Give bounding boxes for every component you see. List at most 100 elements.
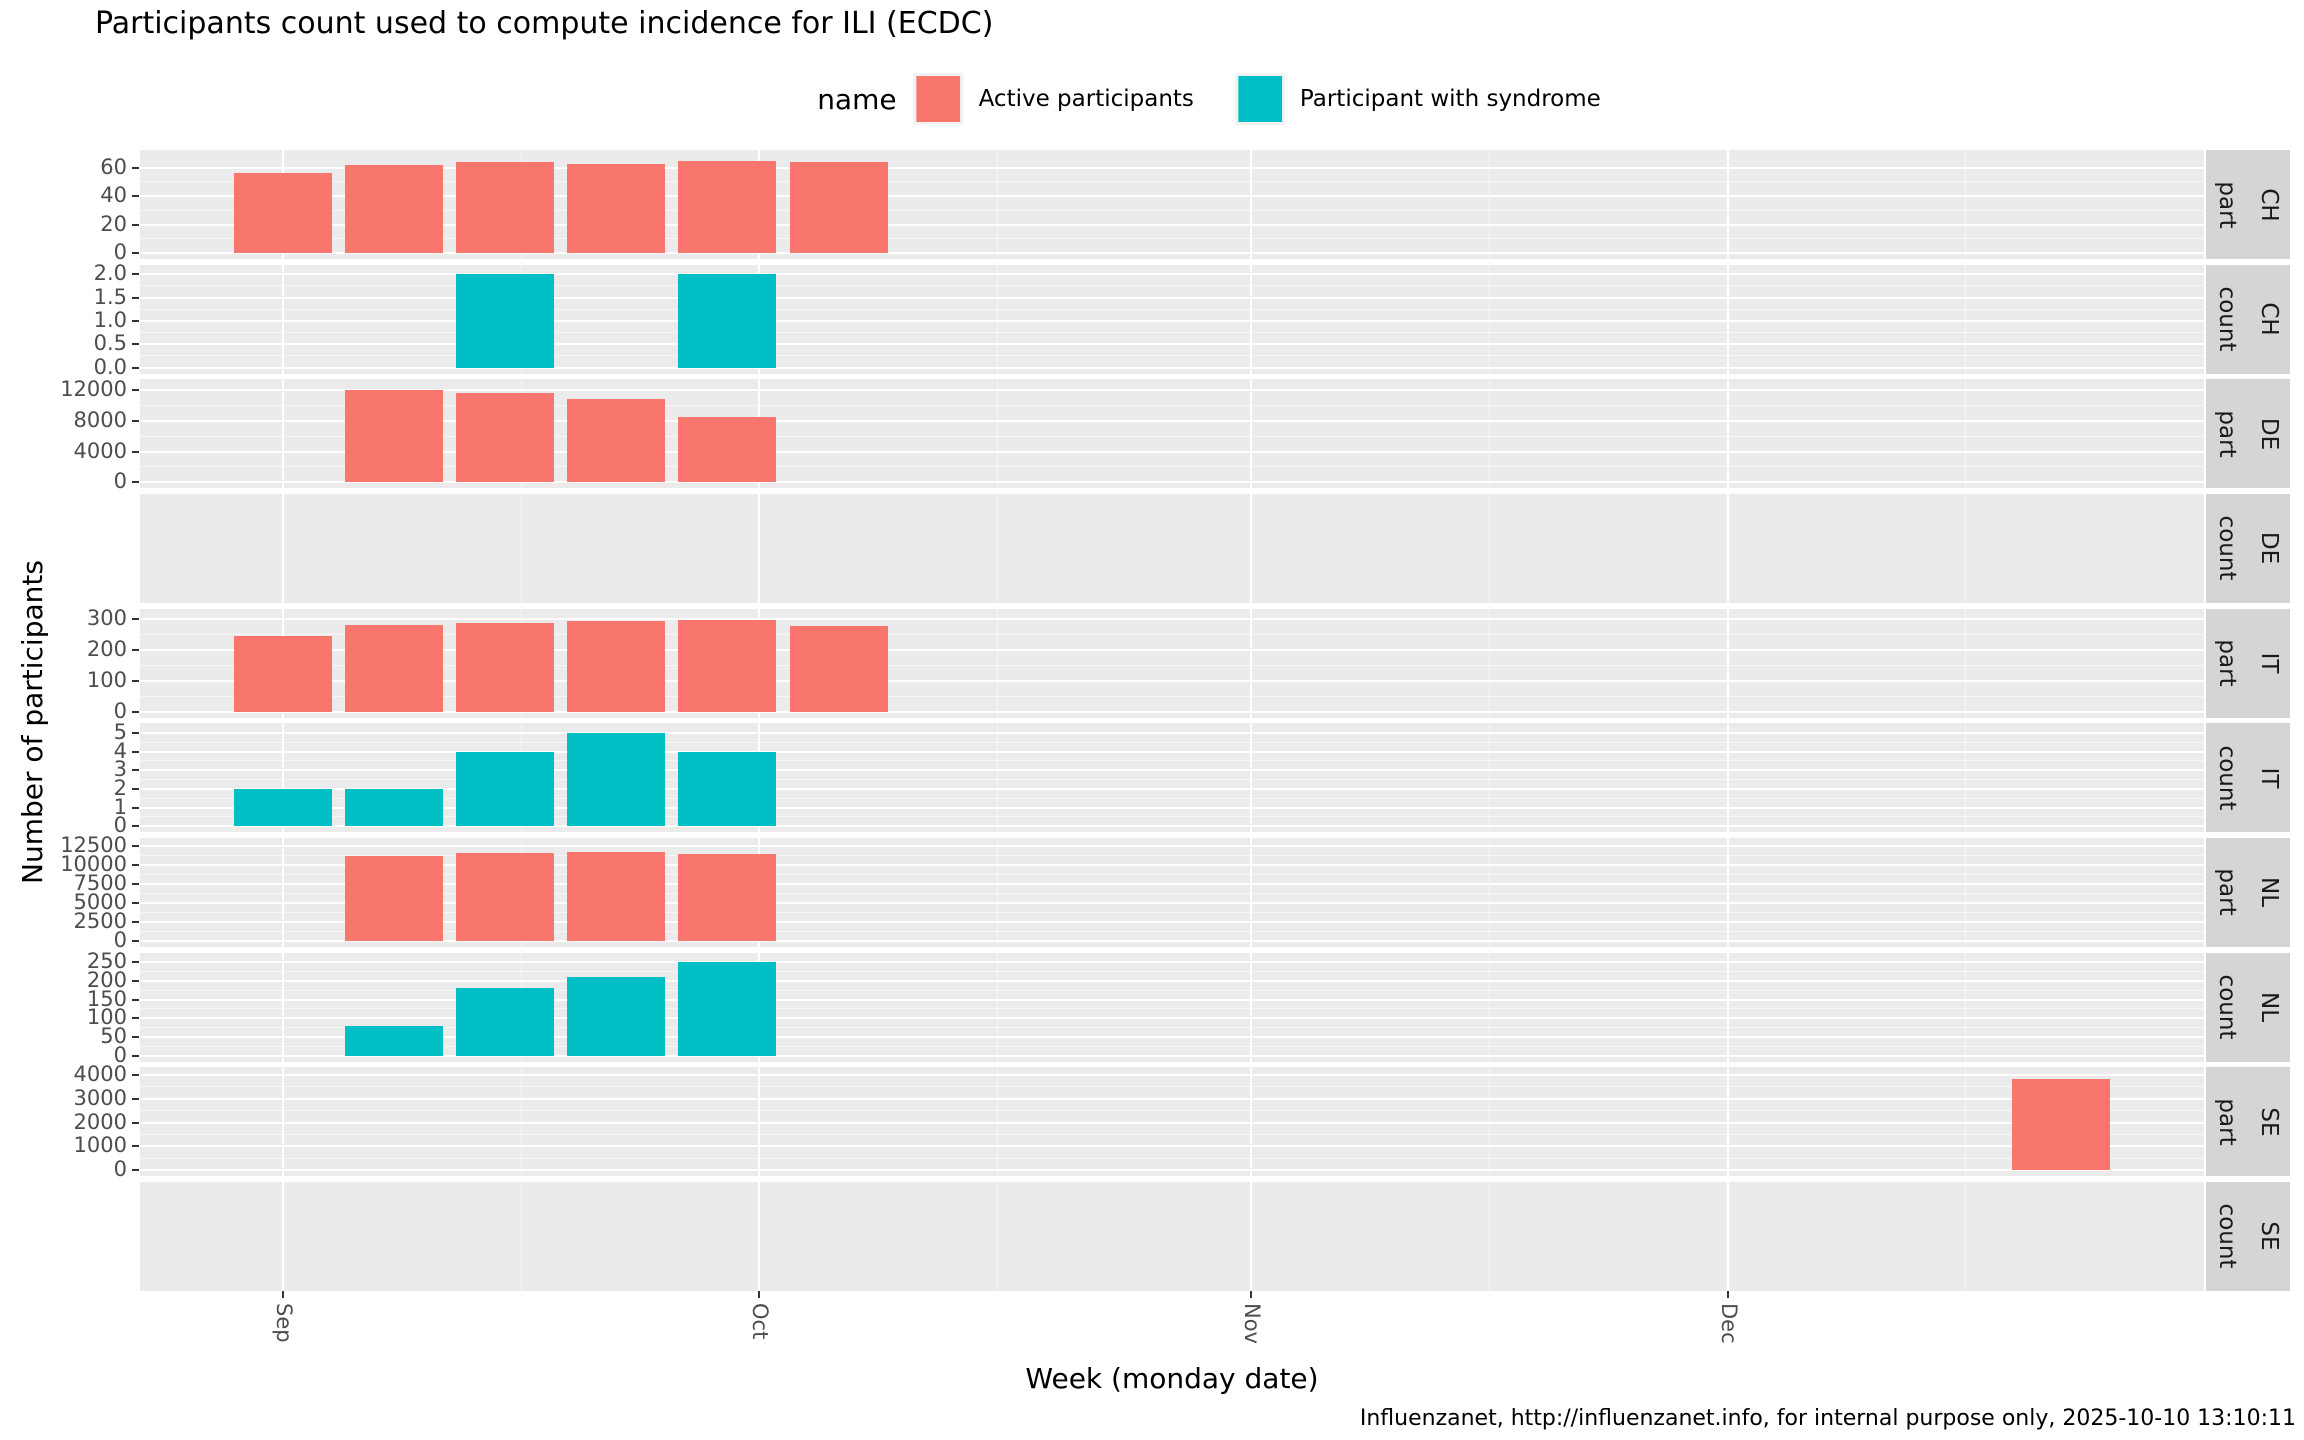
strip-metric-label: part: [2214, 639, 2240, 687]
y-tick-label: 0.0: [93, 354, 127, 379]
y-tick-mark: [132, 710, 139, 713]
gridline-minor-h: [140, 1134, 2204, 1136]
gridline-minor-h: [140, 308, 2204, 310]
gridline-minor-v: [1489, 379, 1491, 489]
strip-country-label: CH: [2256, 187, 2282, 222]
gridline-major-h: [140, 366, 2204, 369]
gridline-minor-h: [140, 854, 2204, 856]
gridline-major-h: [140, 1074, 2204, 1077]
gridline-minor-v: [1965, 952, 1967, 1062]
y-tick-mark: [132, 366, 139, 369]
strip-country-label: NL: [2256, 877, 2282, 908]
gridline-major-h: [140, 273, 2204, 276]
gridline-major-v: [1726, 723, 1729, 833]
caption: Influenzanet, http://influenzanet.info, …: [1359, 1406, 2296, 1431]
bar-active: [678, 620, 777, 712]
gridline-minor-h: [140, 664, 2204, 666]
y-tick-label: 1.5: [93, 284, 127, 309]
bar-active: [456, 162, 555, 253]
gridline-minor-h: [140, 741, 2204, 743]
gridline-minor-h: [140, 760, 2204, 762]
gridline-major-h: [140, 806, 2204, 809]
bar-syndrome: [678, 751, 777, 827]
gridline-minor-v: [1489, 493, 1491, 603]
gridline-minor-h: [140, 971, 2204, 973]
bar-active: [567, 851, 666, 941]
bar-active: [678, 853, 777, 941]
gridline-minor-h: [140, 285, 2204, 287]
y-tick-mark: [132, 825, 139, 828]
y-tick-mark: [132, 617, 139, 620]
gridline-minor-h: [140, 816, 2204, 818]
gridline-minor-h: [140, 355, 2204, 357]
legend-key-syndrome-swatch: [1234, 73, 1285, 125]
strip-country-label: IT: [2256, 652, 2282, 674]
gridline-minor-v: [1965, 379, 1967, 489]
bar-syndrome: [345, 788, 444, 827]
gridline-minor-h: [140, 466, 2204, 468]
bar-active: [789, 626, 888, 712]
bar-syndrome: [456, 988, 555, 1056]
gridline-minor-h: [140, 181, 2204, 183]
x-tick-mark: [281, 1290, 284, 1298]
gridline-minor-v: [996, 150, 998, 259]
gridline-minor-v: [1489, 264, 1491, 374]
gridline-minor-v: [1489, 1181, 1491, 1291]
gridline-major-h: [140, 1121, 2204, 1124]
gridline-major-h: [140, 844, 2204, 847]
y-tick-mark: [132, 1121, 139, 1124]
y-tick-label: 200: [86, 636, 127, 661]
gridline-minor-v: [1965, 608, 1967, 718]
y-tick-mark: [132, 420, 139, 423]
gridline-minor-h: [140, 1027, 2204, 1029]
y-tick-mark: [132, 223, 139, 226]
gridline-major-v: [281, 837, 284, 947]
facet-strip: [2206, 837, 2290, 947]
legend-label-syndrome: Participant with syndrome: [1299, 86, 1601, 112]
x-tick-label: Sep: [271, 1302, 296, 1343]
y-tick-mark: [132, 920, 139, 923]
strip-country-label: NL: [2256, 992, 2282, 1023]
strip-metric-label: part: [2214, 868, 2240, 916]
y-tick-mark: [132, 731, 139, 734]
gridline-minor-v: [996, 493, 998, 603]
gridline-major-h: [140, 750, 2204, 753]
y-tick-label: 4000: [73, 438, 127, 463]
gridline-minor-v: [1965, 150, 1967, 259]
gridline-minor-v: [1489, 837, 1491, 947]
facet-strip: [2206, 723, 2290, 833]
gridline-minor-h: [140, 633, 2204, 635]
facet-strip: [2206, 1181, 2290, 1291]
gridline-minor-h: [140, 1110, 2204, 1112]
gridline-minor-h: [140, 209, 2204, 211]
strip-metric-label: part: [2214, 1098, 2240, 1146]
gridline-minor-v: [1965, 1181, 1967, 1291]
gridline-minor-v: [996, 379, 998, 489]
legend-label-active: Active participants: [978, 86, 1194, 112]
strip-metric-label: part: [2214, 410, 2240, 458]
y-tick-mark: [132, 252, 139, 254]
gridline-major-h: [140, 1017, 2204, 1020]
gridline-minor-h: [140, 779, 2204, 781]
gridline-minor-h: [140, 1086, 2204, 1088]
y-tick-mark: [132, 1145, 139, 1148]
gridline-major-v: [1726, 608, 1729, 718]
y-tick-mark: [132, 1169, 139, 1172]
y-tick-mark: [132, 1097, 139, 1100]
y-tick-label: 250: [86, 949, 127, 974]
x-tick-label: Nov: [1240, 1302, 1265, 1344]
y-tick-label: 2000: [73, 1109, 127, 1134]
y-tick-label: 12500: [60, 832, 127, 857]
y-tick-mark: [132, 648, 139, 651]
strip-metric-label: count: [2214, 286, 2240, 352]
gridline-major-h: [140, 1169, 2204, 1172]
y-tick-label: 2.0: [93, 261, 127, 286]
y-tick-mark: [132, 882, 139, 885]
y-tick-label: 10000: [60, 851, 127, 876]
gridline-major-h: [140, 901, 2204, 904]
facet-strip: [2206, 150, 2290, 259]
y-tick-mark: [132, 901, 139, 904]
y-tick-label: 8000: [73, 408, 127, 433]
bar-syndrome: [567, 732, 666, 827]
bar-syndrome: [678, 962, 777, 1056]
